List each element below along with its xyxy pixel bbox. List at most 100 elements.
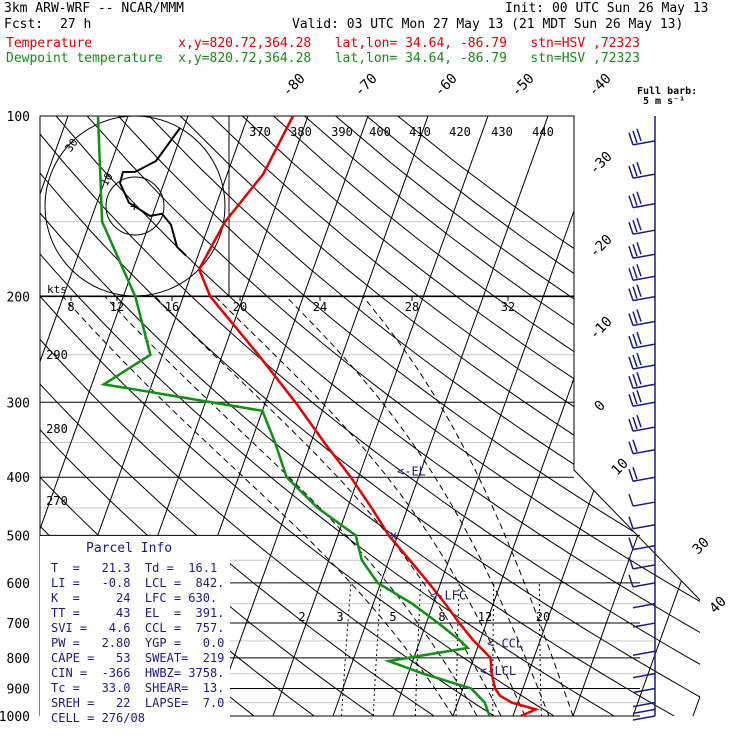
mixing-ratio-label: 2 [298, 610, 305, 624]
wind-barb [628, 439, 656, 455]
wind-barb [632, 603, 656, 609]
wind-barb [628, 537, 656, 551]
mixing-ratio-label: 20 [536, 610, 550, 624]
isotherm-label: -30 [587, 149, 616, 178]
parcel-marker: x [390, 528, 397, 542]
wind-barb [628, 309, 656, 327]
dry-adiabat-line [40, 116, 700, 716]
dry-adiabat-line [366, 116, 700, 716]
isotherm-line [572, 116, 700, 716]
mixing-ratio-line [492, 582, 495, 716]
moist-adiabat-line [214, 296, 526, 716]
hodograph-ring-label: 10 [98, 170, 116, 188]
isotherm-label: -10 [587, 314, 616, 343]
pressure-tick-label: 600 [7, 577, 30, 592]
mixing-ratio-line [372, 582, 382, 716]
hodograph-speed-label: 28 [405, 300, 419, 314]
isotherm-label: 10 [609, 456, 632, 479]
parcel-info-row: Tc = 33.0 SHEAR= 13. [51, 681, 224, 695]
wind-barb [628, 191, 656, 209]
isotherm-line [272, 116, 489, 716]
wind-barb [632, 687, 656, 694]
wind-barb [628, 372, 656, 390]
dry-adiabat-line [40, 116, 615, 716]
dewpoint-profile-line [96, 115, 491, 717]
theta-label: 430 [491, 125, 513, 139]
wind-barb [628, 264, 656, 282]
hodograph-speed-label: 16 [165, 300, 179, 314]
mixing-ratio-label: 8 [438, 610, 445, 624]
wind-barb [632, 672, 656, 679]
wind-barb [628, 331, 656, 349]
dry-adiabat-line [211, 116, 700, 716]
moist-adiabat-line [62, 296, 454, 716]
theta-label: 440 [532, 125, 554, 139]
pressure-tick-label: 800 [7, 652, 30, 667]
isotherm-label: -20 [587, 232, 616, 261]
hodograph-speed-label: 32 [501, 300, 515, 314]
isotherm-label: 0 [592, 398, 609, 415]
forecast-hour: 27 h [60, 17, 92, 32]
wind-barb [628, 352, 656, 370]
parcel-info-row: TT = 43 EL = 391. [51, 606, 224, 620]
pressure-tick-label: 700 [7, 617, 30, 632]
mixing-ratio-label: 3 [336, 610, 343, 624]
mixing-ratio-line [538, 582, 542, 716]
parcel-info-row: PW = 2.80 YGP = 0.0 [51, 636, 224, 650]
isotherm-line [632, 116, 700, 716]
wind-barb [628, 414, 656, 432]
dry-adiabat-line [55, 116, 700, 716]
isotherm-line [212, 116, 429, 716]
theta-label: 280 [46, 422, 68, 436]
hodograph-speed-label: 12 [110, 300, 124, 314]
theta-label: 290 [46, 348, 68, 362]
theta-label: 380 [290, 125, 312, 139]
pressure-tick-label: 900 [7, 683, 30, 698]
parcel-info-title: Parcel Info [86, 541, 172, 556]
parcel-info-row: T = 21.3 Td = 16.1 [51, 561, 217, 575]
wind-barb [628, 516, 656, 530]
isotherm-label: -80 [280, 71, 309, 100]
wind-barb [628, 128, 656, 146]
hodograph-trace [118, 127, 187, 257]
wind-barb [632, 622, 656, 628]
hodograph-ring [105, 176, 165, 236]
hodograph-units-label: kts [47, 283, 67, 296]
parcel-info-row: SVI = 4.6 CCL = 757. [51, 621, 224, 635]
temperature-legend: Temperature x,y=820.72,364.28 lat,lon= 3… [6, 36, 640, 51]
moist-adiabat-line [285, 296, 550, 716]
wind-barb [632, 708, 656, 715]
model-title: 3km ARW-WRF -- NCAR/MMM [4, 1, 185, 16]
pressure-tick-label: 500 [7, 529, 30, 544]
hodograph-speed-label: 20 [233, 300, 247, 314]
dry-adiabat-line [179, 116, 700, 716]
dry-adiabat-line [273, 116, 700, 716]
isotherm-label: -40 [586, 71, 615, 100]
pressure-tick-label: 1000 [0, 710, 30, 725]
parcel-info-row: SREH = 22 LAPSE= 7.0 [51, 696, 224, 710]
theta-label: 400 [369, 125, 391, 139]
hodograph-speed-label: 8 [67, 300, 74, 314]
wind-barb [628, 242, 656, 260]
dry-adiabat-line [304, 116, 700, 716]
hodograph-speed-label: 24 [313, 300, 327, 314]
wind-barb [628, 466, 656, 482]
isotherm-label: 40 [707, 594, 730, 617]
dewpoint-legend: Dewpoint temperature x,y=820.72,364.28 l… [6, 51, 640, 66]
forecast-label: Fcst: [4, 17, 44, 32]
wind-barb [632, 715, 656, 721]
theta-label: 370 [249, 125, 271, 139]
pressure-tick-label: 200 [7, 291, 30, 306]
wind-barb [628, 284, 656, 302]
pressure-tick-label: 300 [7, 396, 30, 411]
dry-adiabat-line [40, 116, 555, 716]
parcel-info-row: CIN = -366 HWBZ= 3758. [51, 666, 224, 680]
parcel-info-panel [40, 536, 230, 720]
level-annotation: <-CCL [487, 636, 523, 650]
isotherm-line [392, 116, 609, 716]
wind-barb [628, 390, 656, 408]
barb-legend-title: Full barb: [637, 86, 697, 97]
parcel-info-row: CAPE = 53 SWEAT= 219 [51, 651, 224, 665]
mixing-ratio-line [341, 582, 352, 716]
isotherm-label: -70 [352, 71, 381, 100]
